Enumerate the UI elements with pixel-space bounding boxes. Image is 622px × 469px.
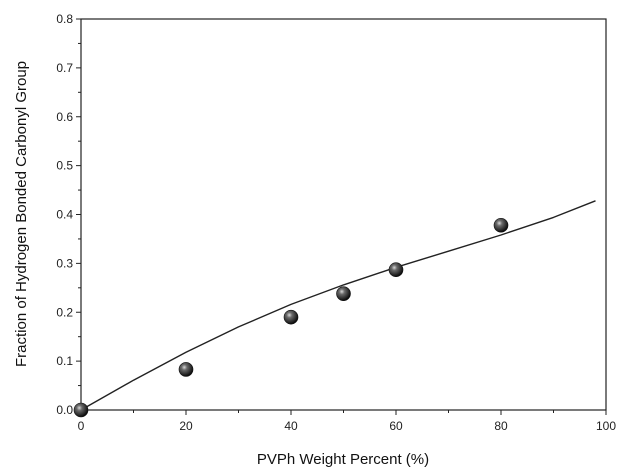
axis-ticks — [76, 18, 607, 415]
y-tick-label: 0.2 — [56, 305, 73, 319]
data-point — [336, 286, 351, 301]
y-tick-label: 0.8 — [56, 12, 73, 26]
y-tick-label: 0.6 — [56, 110, 73, 124]
plot-frame — [80, 18, 607, 411]
tick-labels: 0 20 40 60 80 100 0.0 0.1 0.2 0.3 0.4 0.5 0.6 0.7 0.8 — [56, 12, 616, 433]
y-tick-label: 0.1 — [56, 354, 73, 368]
data-point — [493, 217, 509, 233]
x-axis-title: PVPh Weight Percent (%) — [257, 451, 429, 468]
x-tick-label: 100 — [596, 419, 616, 433]
y-axis-title: Fraction of Hydrogen Bonded Carbonyl Gro… — [13, 61, 30, 367]
data-point — [178, 362, 194, 377]
data-point — [283, 309, 299, 325]
plot-border — [80, 18, 607, 411]
y-tick-label: 0.4 — [56, 208, 73, 222]
y-tick-label: 0.0 — [56, 403, 73, 417]
x-tick-label: 0 — [78, 419, 85, 433]
x-tick-label: 20 — [179, 419, 193, 433]
y-tick-label: 0.3 — [56, 256, 73, 270]
y-tick-label: 0.5 — [56, 159, 73, 173]
x-tick-label: 80 — [494, 419, 508, 433]
data-point — [388, 262, 404, 278]
fit-line-group — [80, 200, 596, 411]
y-tick-label: 0.7 — [56, 61, 73, 75]
x-tick-label: 40 — [284, 419, 298, 433]
data-point — [73, 402, 89, 418]
fit-line — [80, 200, 596, 411]
data-points — [73, 217, 509, 418]
x-tick-label: 60 — [389, 419, 403, 433]
